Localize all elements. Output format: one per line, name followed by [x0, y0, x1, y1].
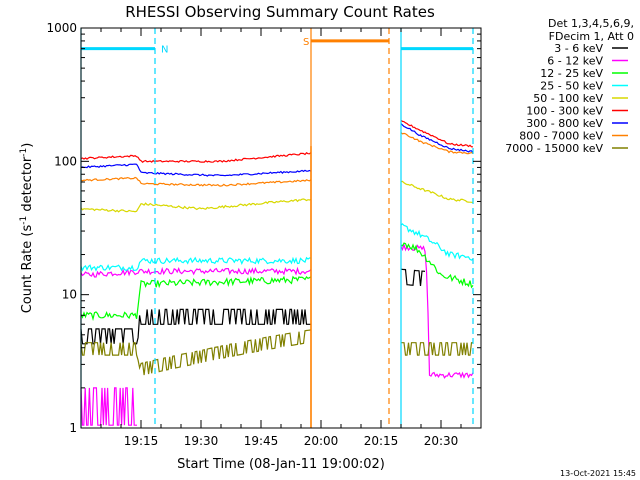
y-axis-label-sup2: -1: [19, 148, 29, 157]
flag-label: N: [161, 45, 168, 56]
legend-header-1: Det 1,3,4,5,6,9,: [548, 17, 634, 30]
flag-S: S: [303, 28, 390, 428]
series-segment-1: [80, 256, 311, 272]
series-segment-2: [400, 268, 426, 286]
legend-entry: 300 - 800 keV: [526, 117, 628, 130]
series-100-300-kev: [80, 119, 473, 163]
plot-frame: [80, 27, 482, 429]
legend-entry: 100 - 300 keV: [526, 105, 628, 118]
x-tick-label: 19:30: [184, 434, 219, 448]
axis-layer: 19:15 19:30 19:45 20:00 20:15 20:30 1 10 100 1000: [46, 21, 482, 448]
series-segment-2: [401, 342, 473, 356]
x-tick-label: 20:00: [304, 434, 339, 448]
series-segment-1: [80, 163, 312, 177]
flag-label: S: [303, 37, 309, 48]
legend-entry: 3 - 6 keV: [554, 42, 628, 55]
series-segment-2: [400, 180, 474, 203]
series-6-12-kev: [80, 242, 474, 379]
series-segment-1: [80, 329, 312, 376]
legend-entry-label: 25 - 50 keV: [540, 80, 603, 93]
legend-entry-label: 7000 - 15000 keV: [505, 142, 603, 155]
series-segment-1: [80, 198, 312, 213]
x-tick-label: 19:45: [244, 434, 279, 448]
legend-entry-label: 50 - 100 keV: [533, 92, 603, 105]
flag-segment-3: [400, 28, 474, 428]
legend-entry: 800 - 7000 keV: [519, 130, 628, 143]
series-segment-2: [400, 123, 474, 153]
series-segment-1: [80, 266, 312, 278]
series-segment-1: [80, 275, 312, 322]
series-800-7000-kev: [80, 132, 474, 187]
series-segment-1: [80, 176, 312, 187]
flag-layer: NS: [80, 28, 474, 428]
legend-entry-label: 100 - 300 keV: [526, 105, 603, 118]
series-3-6-kev: [80, 268, 426, 345]
legend-entry-label: 300 - 800 keV: [526, 117, 603, 130]
legend-entry: 12 - 25 keV: [540, 67, 628, 80]
x-tick-label: 20:15: [364, 434, 399, 448]
legend-entry: 25 - 50 keV: [540, 80, 628, 93]
y-tick-label: 1000: [46, 21, 77, 35]
legend-entry: 6 - 12 keV: [547, 55, 628, 68]
series-segment-low: [80, 387, 137, 426]
chart-title: RHESSI Observing Summary Count Rates: [125, 3, 435, 21]
legend: Det 1,3,4,5,6,9, FDecim 1, Att 0 3 - 6 k…: [505, 17, 634, 155]
legend-entry-label: 800 - 7000 keV: [519, 130, 603, 143]
legend-entry-label: 3 - 6 keV: [554, 42, 603, 55]
series-segment-2: [400, 119, 473, 148]
y-tick-label: 10: [62, 288, 77, 302]
y-axis-label-end: ): [20, 143, 35, 148]
y-axis-label-main: Count Rate (s: [20, 225, 35, 314]
y-axis-label-mid: detector: [20, 156, 35, 216]
series-300-800-kev: [80, 123, 474, 177]
legend-entry-label: 12 - 25 keV: [540, 67, 603, 80]
flag-N: N: [80, 28, 168, 428]
legend-entry-label: 6 - 12 keV: [547, 55, 603, 68]
x-tick-label: 19:15: [124, 434, 159, 448]
series-segment-2: [400, 223, 474, 261]
series-segment-2: [400, 242, 474, 289]
series-segment-2: [400, 242, 474, 379]
x-tick-label: 20:30: [424, 434, 459, 448]
legend-header-2: FDecim 1, Att 0: [549, 30, 634, 43]
series-6-12-low-band: [80, 387, 137, 426]
series-12-25-kev: [80, 242, 474, 322]
legend-entry: 7000 - 15000 keV: [505, 142, 628, 155]
series-segment-1: [80, 308, 311, 345]
series-25-50-kev: [80, 223, 474, 272]
footer-date: 13-Oct-2021 15:45: [560, 469, 636, 478]
x-axis-label: Start Time (08-Jan-11 19:00:02): [177, 457, 385, 472]
series-segment-2: [400, 132, 474, 155]
y-axis-label-sup1: -1: [19, 216, 29, 225]
y-tick-label: 100: [54, 154, 77, 168]
legend-entry: 50 - 100 keV: [533, 92, 628, 105]
series-50-100-kev: [80, 180, 474, 213]
y-axis-label: Count Rate (s-1 detector-1): [19, 143, 35, 314]
y-tick-label: 1: [69, 421, 77, 435]
series-layer: [80, 119, 474, 426]
series-7000-15000-kev: [80, 329, 473, 376]
series-segment-1: [80, 151, 312, 163]
